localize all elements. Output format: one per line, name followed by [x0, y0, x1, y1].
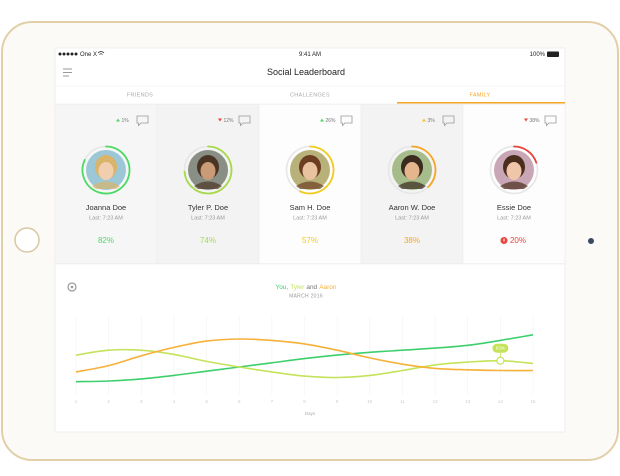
- x-tick-label: 5: [205, 399, 208, 404]
- nav-title: Social Leaderboard: [267, 67, 345, 77]
- x-axis-label: Days: [305, 411, 316, 416]
- avatar-body: [296, 181, 324, 189]
- alert-mark: [503, 238, 505, 242]
- clock: 9:41 AM: [299, 52, 321, 58]
- score: 74%: [200, 236, 216, 245]
- series-line: [75, 338, 534, 373]
- member-name: Sam H. Doe: [290, 203, 331, 212]
- tab-label[interactable]: FRIENDS: [127, 92, 153, 98]
- x-tick-label: 4: [173, 399, 176, 404]
- member-name: Joanna Doe: [86, 203, 126, 212]
- change-value: 3%: [428, 118, 436, 124]
- tab-bar: FRIENDS CHALLENGES FAMILY: [127, 92, 565, 104]
- x-tick-label: 9: [336, 399, 339, 404]
- trend-arrow: [218, 118, 222, 122]
- x-tick-label: 15: [530, 399, 536, 404]
- legend-entry: You: [275, 284, 286, 291]
- tab-indicator: [397, 102, 565, 104]
- leaderboard-cards: 1% Joanna Doe Last: 7:23 AM 82% 12% Tyler P. …: [54, 104, 566, 264]
- x-tick-label: 2: [107, 399, 110, 404]
- avatar-body: [500, 181, 528, 189]
- chart-subtitle: MARCH 2016: [289, 293, 323, 299]
- legend-entry: Tyler: [290, 284, 305, 291]
- battery-level: 100%: [530, 52, 546, 58]
- x-tick-label: 7: [271, 399, 274, 404]
- last-seen: Last: 7:23 AM: [89, 215, 123, 221]
- series-line: [75, 348, 534, 379]
- change-value: 26%: [326, 118, 337, 124]
- wifi-icon: [97, 51, 105, 55]
- marker-badge: [492, 343, 509, 353]
- legend-entry: ,: [286, 284, 288, 291]
- score: 82%: [98, 236, 114, 245]
- avatar-face: [506, 162, 522, 180]
- x-tick-label: 8: [303, 399, 306, 404]
- member-name: Tyler P. Doe: [188, 203, 228, 212]
- battery-icon: [547, 51, 559, 57]
- x-tick-label: 11: [400, 399, 405, 404]
- avatar-face: [200, 162, 216, 180]
- avatar-face: [98, 162, 114, 180]
- last-seen: Last: 7:23 AM: [497, 215, 531, 221]
- progress-ring: [183, 145, 233, 195]
- data-point-marker[interactable]: [496, 356, 505, 365]
- home-button[interactable]: [14, 227, 40, 253]
- avatar-body: [92, 181, 120, 189]
- avatar-face: [302, 162, 318, 180]
- member-name: Aaron W. Doe: [389, 203, 436, 212]
- series-line: [75, 334, 534, 383]
- x-tick-label: 12: [433, 399, 439, 404]
- message-button[interactable]: [544, 115, 557, 127]
- x-tick-label: 3: [140, 399, 143, 404]
- score: 20%: [510, 236, 526, 245]
- status-bar: One X 9:41 AM 100%: [58, 51, 559, 58]
- message-button[interactable]: [442, 115, 455, 127]
- x-tick-label: 6: [238, 399, 241, 404]
- x-tick-label: 13: [465, 399, 471, 404]
- message-button[interactable]: [238, 115, 251, 127]
- change-value: 12%: [224, 118, 235, 124]
- tab-label[interactable]: CHALLENGES: [290, 92, 330, 98]
- legend-entry: Aaron: [319, 284, 337, 291]
- avatar-body: [398, 181, 426, 189]
- trend-arrow: [116, 118, 120, 122]
- score: 57%: [302, 236, 318, 245]
- last-seen: Last: 7:23 AM: [191, 215, 225, 221]
- settings-button[interactable]: [67, 282, 77, 292]
- avatar-face: [404, 162, 420, 180]
- message-button[interactable]: [340, 115, 353, 127]
- carrier: One X: [80, 52, 97, 58]
- signal-dots: [58, 52, 78, 56]
- x-tick-label: 14: [498, 399, 504, 404]
- last-seen: Last: 7:23 AM: [395, 215, 429, 221]
- message-button[interactable]: [136, 115, 149, 127]
- progress-ring: [513, 145, 538, 164]
- last-seen: Last: 7:23 AM: [293, 215, 327, 221]
- x-tick-label: 10: [367, 399, 373, 404]
- legend-entry: and: [306, 284, 317, 291]
- progress-ring: [411, 145, 437, 189]
- trend-arrow: [320, 118, 324, 122]
- member-name: Essie Doe: [497, 203, 531, 212]
- progress-ring: [81, 145, 131, 195]
- trend-arrow: [524, 118, 528, 122]
- change-value: 1%: [122, 118, 130, 124]
- score: 38%: [404, 236, 420, 245]
- progress-ring: [299, 145, 335, 195]
- camera: [588, 238, 594, 244]
- change-value: 38%: [530, 118, 541, 124]
- marker-label: 63%: [496, 346, 505, 351]
- x-tick-label: 1: [75, 399, 78, 404]
- tab-label[interactable]: FAMILY: [470, 92, 491, 98]
- menu-button[interactable]: [63, 68, 72, 77]
- chart-legend: You, Tyler and Aaron: [275, 284, 336, 291]
- avatar-body: [194, 181, 222, 189]
- trend-arrow: [422, 118, 426, 122]
